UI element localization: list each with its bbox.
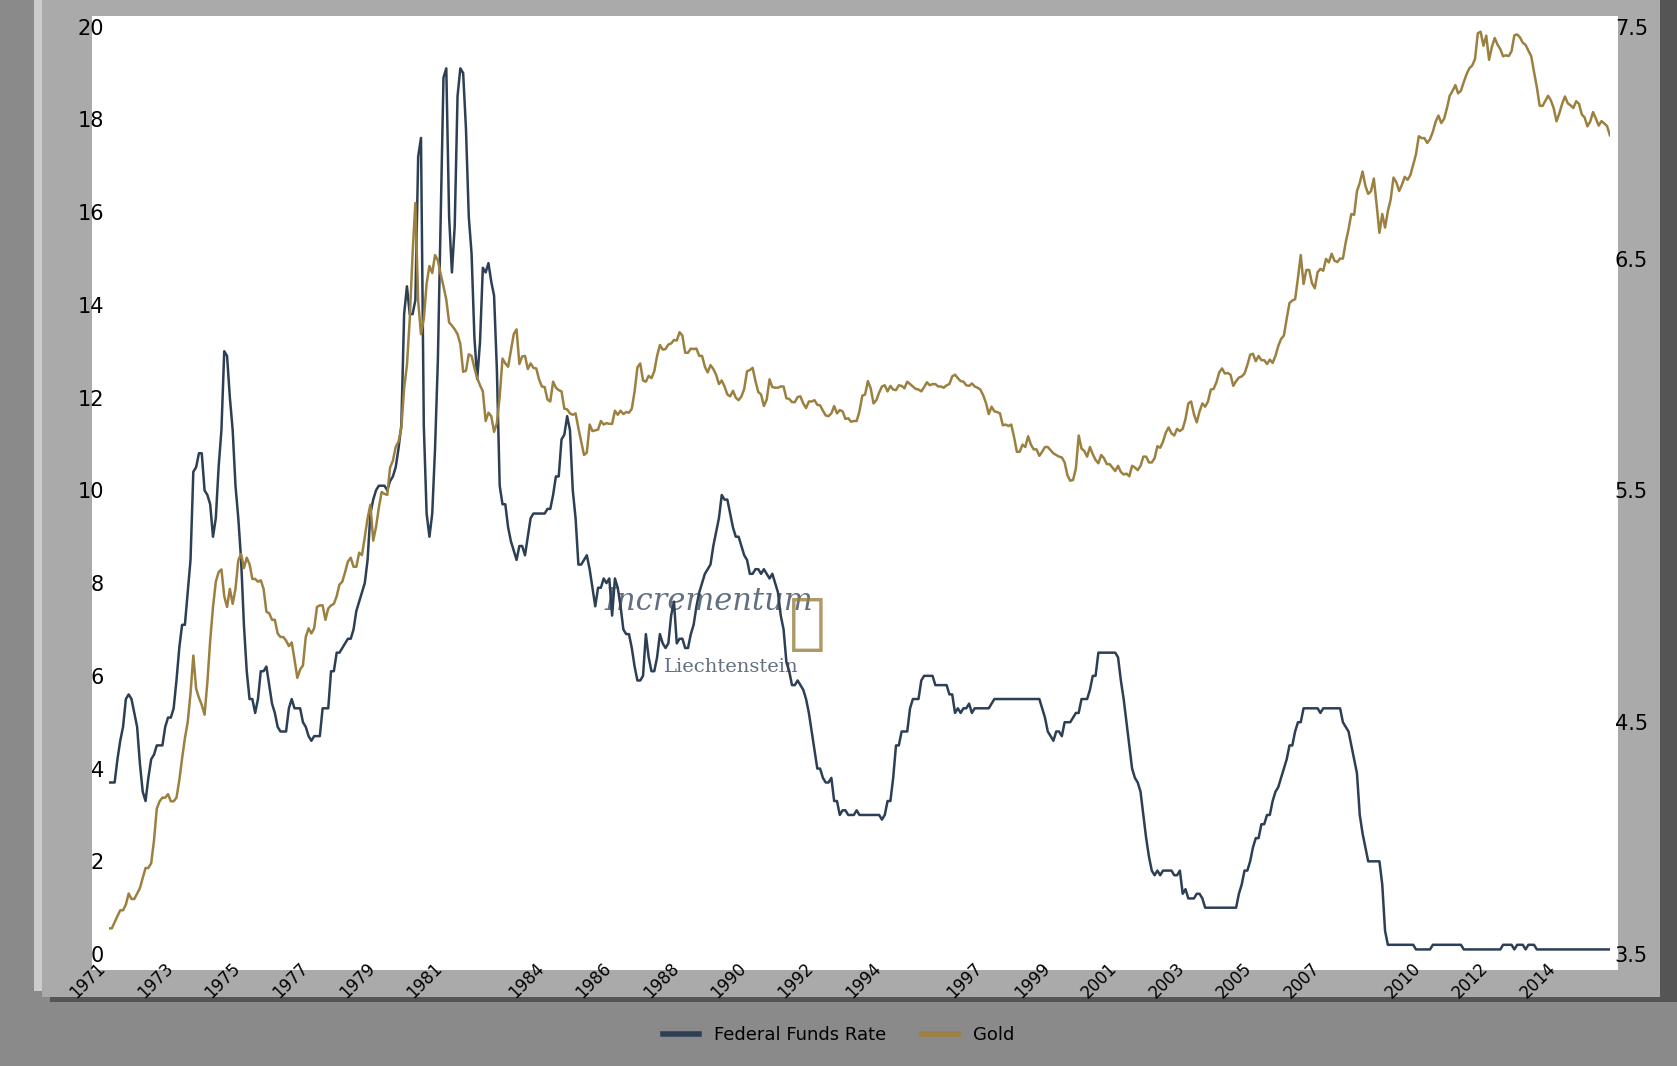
Text: Incrementum: Incrementum [604, 586, 813, 617]
Bar [92, 16, 1618, 970]
Legend: Federal Funds Rate, Gold: Federal Funds Rate, Gold [656, 1019, 1021, 1052]
Text: Liechtenstein: Liechtenstein [664, 658, 798, 676]
Text: 🌳: 🌳 [788, 595, 825, 655]
